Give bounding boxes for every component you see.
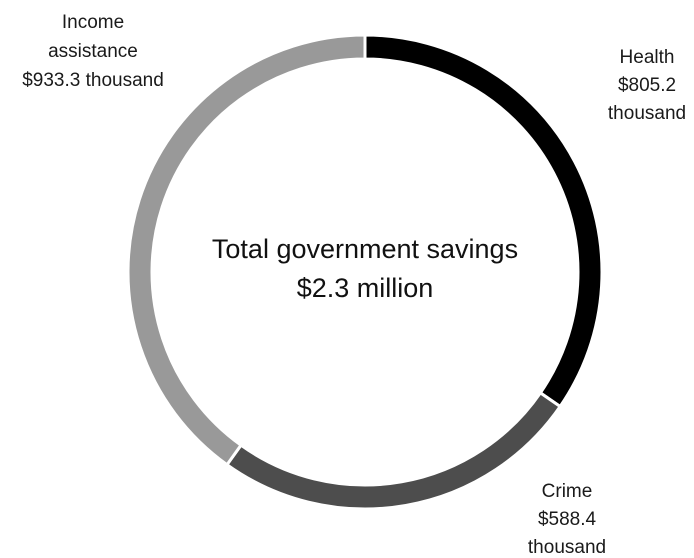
donut-slices bbox=[126, 33, 604, 511]
donut-slice-income bbox=[126, 33, 367, 467]
donut-slice-crime bbox=[224, 390, 563, 511]
crime-label-name: Crime bbox=[542, 481, 593, 502]
income-label-name: Income bbox=[62, 12, 124, 33]
health-label-name: Health bbox=[620, 47, 675, 68]
health-label-value: $805.2 bbox=[618, 75, 676, 96]
crime-label-unit: thousand bbox=[528, 537, 606, 558]
center-total: $2.3 million bbox=[297, 273, 434, 303]
center-title: Total government savings bbox=[212, 234, 518, 264]
crime-label-value: $588.4 bbox=[538, 509, 597, 530]
health-label-unit: thousand bbox=[608, 103, 686, 124]
income-label-line2: assistance bbox=[48, 41, 138, 62]
donut-slice-health bbox=[363, 33, 604, 409]
income-label-value: $933.3 thousand bbox=[22, 70, 164, 91]
